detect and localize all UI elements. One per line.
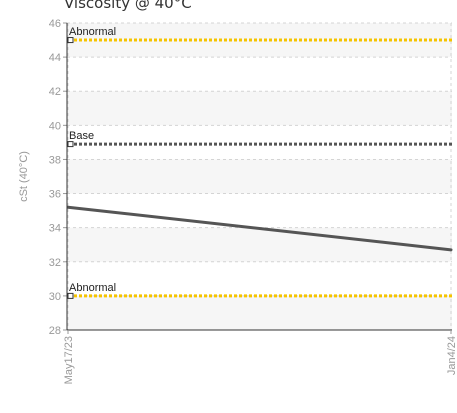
x-tick-label: Jan4/24 [446, 336, 457, 375]
y-tick-label: 42 [49, 86, 61, 98]
reference-marker [67, 141, 74, 148]
y-tick-label: 30 [49, 291, 61, 303]
reference-label: Abnormal [69, 282, 116, 294]
x-tick-label: May17/23 [63, 336, 75, 384]
y-axis-label: cSt (40°C) [18, 151, 30, 202]
y-tick-label: 38 [49, 154, 61, 166]
plot-bands [67, 23, 452, 330]
y-tick-label: 32 [49, 257, 61, 269]
plot-band [67, 91, 452, 126]
y-tick-label: 34 [49, 223, 61, 235]
reference-marker [67, 37, 74, 44]
plot-band [67, 295, 452, 330]
chart-title: Viscosity @ 40°C [64, 0, 192, 12]
y-tick-label: 28 [49, 325, 61, 337]
y-tick-label: 46 [49, 18, 61, 30]
reference-label: Abnormal [69, 26, 116, 38]
series-line [66, 205, 453, 252]
y-tick-label: 40 [49, 120, 61, 132]
reference-label: Base [69, 130, 94, 142]
axes: 28 30 32 34 36 38 40 42 44 46 May17/23 Jan4/24 [49, 18, 457, 384]
reference-lines: Abnormal Base Abnormal [67, 26, 452, 299]
plot-band [67, 159, 452, 194]
y-tick-label: 36 [49, 189, 61, 201]
y-tick-label: 44 [49, 52, 61, 64]
reference-marker [67, 292, 74, 299]
plot-band [67, 227, 452, 262]
series-layer [66, 205, 453, 252]
